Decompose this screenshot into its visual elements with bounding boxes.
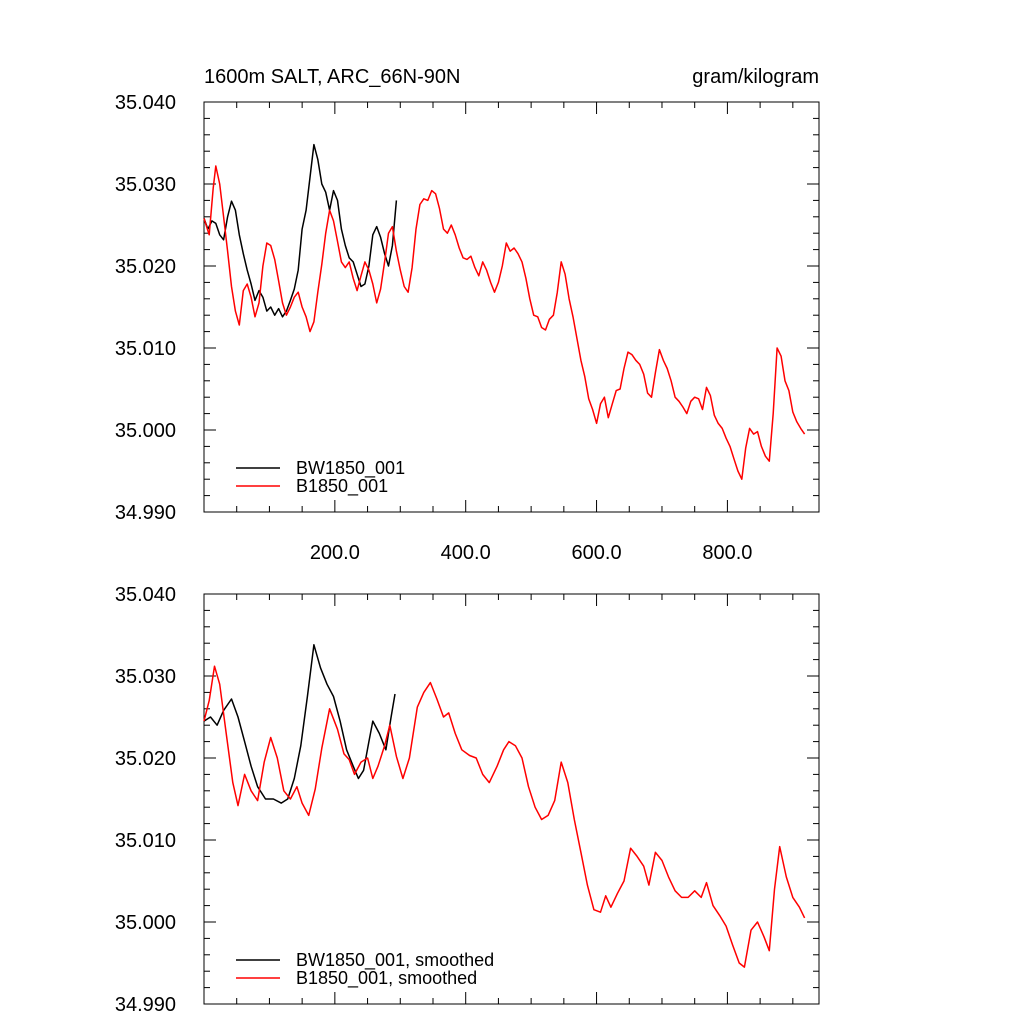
bottom-ytick-label: 35.000 — [115, 912, 176, 934]
top-series-lines — [203, 143, 806, 480]
top-xtick-label: 200.0 — [310, 542, 360, 564]
bottom-legend-label-2: B1850_001, smoothed — [296, 968, 477, 989]
top-ytick-label: 34.990 — [115, 502, 176, 524]
bottom-ytick-label: 35.040 — [115, 584, 176, 606]
bottom-panel: 34.990 35.000 35.010 35.020 35.030 35.040 BW1… — [115, 584, 820, 1016]
top-plot-frame — [203, 101, 820, 513]
bottom-ytick-label: 35.020 — [115, 748, 176, 770]
bottom-series-line-2 — [203, 665, 806, 968]
top-ytick-label: 35.020 — [115, 256, 176, 278]
bottom-ytick-label: 35.010 — [115, 830, 176, 852]
top-legend-label-2: B1850_001 — [296, 476, 388, 497]
top-chart-title: 1600m SALT, ARC_66N-90N — [204, 66, 460, 88]
bottom-plot-frame — [203, 593, 820, 1005]
top-legend-label-1: BW1850_001 — [296, 458, 405, 479]
bottom-series-line-1 — [203, 644, 396, 804]
bottom-series-lines — [203, 644, 806, 968]
top-panel: 1600m SALT, ARC_66N-90N gram/kilogram 34… — [115, 66, 820, 564]
top-ytick-label: 35.040 — [115, 92, 176, 114]
top-ytick-label: 35.030 — [115, 174, 176, 196]
bottom-ytick-label: 34.990 — [115, 994, 176, 1016]
top-series-line-1 — [203, 143, 398, 318]
bottom-ytick-label: 35.030 — [115, 666, 176, 688]
bottom-tick-labels: 34.990 35.000 35.010 35.020 35.030 35.040 — [115, 584, 176, 1016]
top-ytick-label: 35.000 — [115, 420, 176, 442]
bottom-ticks — [204, 593, 819, 1005]
top-ytick-label: 35.010 — [115, 338, 176, 360]
top-xtick-label: 600.0 — [572, 542, 622, 564]
bottom-legend-label-1: BW1850_001, smoothed — [296, 950, 494, 971]
top-ticks — [204, 101, 819, 513]
top-xtick-label: 400.0 — [441, 542, 491, 564]
top-units-label: gram/kilogram — [692, 66, 819, 88]
top-tick-labels: 34.990 35.000 35.010 35.020 35.030 35.040 200.… — [115, 92, 753, 564]
top-series-line-2 — [203, 165, 806, 480]
top-xtick-label: 800.0 — [702, 542, 752, 564]
